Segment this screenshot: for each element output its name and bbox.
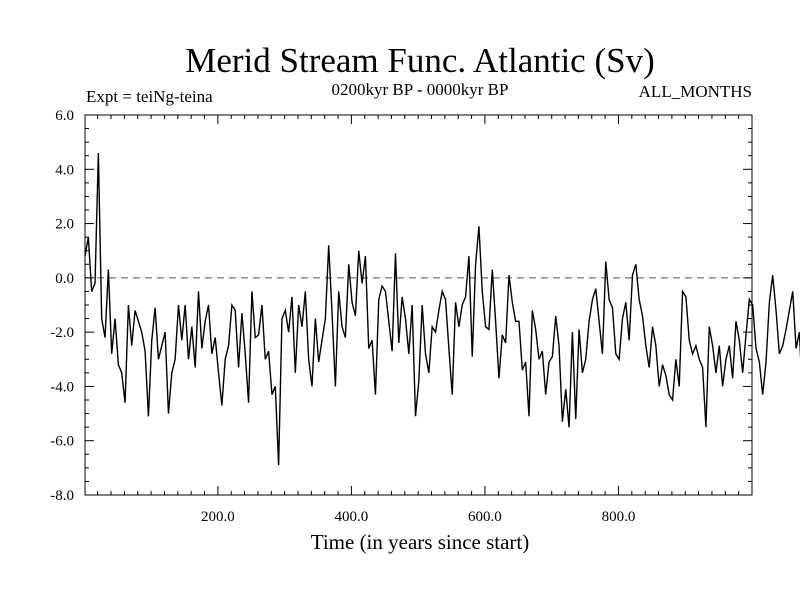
y-tick-label: 2.0 xyxy=(55,217,74,233)
y-tick-label: -6.0 xyxy=(50,434,74,450)
axis-ticks xyxy=(85,114,752,496)
chart-subtitle-center: 0200kyr BP - 0000kyr BP xyxy=(332,80,509,99)
chart-subtitle-right: ALL_MONTHS xyxy=(639,82,752,101)
chart-subtitle-left: Expt = teiNg-teina xyxy=(86,87,213,106)
y-axis-tick-labels: 6.0 4.0 2.0 0.0 -2.0 -4.0 -6.0 -8.0 xyxy=(50,108,74,504)
chart-title: Merid Stream Func. Atlantic (Sv) xyxy=(185,41,655,80)
y-tick-label: -4.0 xyxy=(50,379,74,395)
x-tick-label: 200.0 xyxy=(201,509,235,525)
x-axis-tick-labels: 200.0 400.0 600.0 800.0 xyxy=(201,509,635,525)
series-layer xyxy=(84,152,800,466)
x-tick-label: 600.0 xyxy=(468,509,502,525)
x-axis-label: Time (in years since start) xyxy=(311,530,530,554)
y-tick-label: -8.0 xyxy=(50,488,74,504)
series-line xyxy=(84,152,800,466)
y-tick-label: 0.0 xyxy=(55,271,74,287)
y-tick-label: 4.0 xyxy=(55,162,74,178)
y-tick-label: 6.0 xyxy=(55,108,74,124)
y-tick-label: -2.0 xyxy=(50,325,74,341)
x-tick-label: 400.0 xyxy=(335,509,369,525)
x-tick-label: 800.0 xyxy=(602,509,636,525)
